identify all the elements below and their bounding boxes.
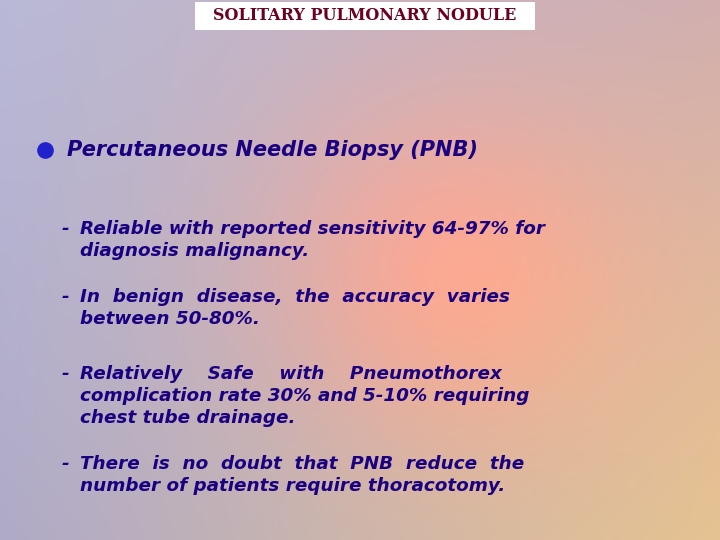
Text: -: - [62, 365, 70, 383]
Text: In  benign  disease,  the  accuracy  varies
between 50-80%.: In benign disease, the accuracy varies b… [80, 288, 510, 328]
Text: Percutaneous Needle Biopsy (PNB): Percutaneous Needle Biopsy (PNB) [67, 140, 478, 160]
Text: SOLITARY PULMONARY NODULE: SOLITARY PULMONARY NODULE [213, 8, 517, 24]
Text: -: - [62, 455, 70, 473]
Text: Reliable with reported sensitivity 64-97% for
diagnosis malignancy.: Reliable with reported sensitivity 64-97… [80, 220, 545, 260]
Text: There  is  no  doubt  that  PNB  reduce  the
number of patients require thoracot: There is no doubt that PNB reduce the nu… [80, 455, 524, 495]
FancyBboxPatch shape [195, 2, 535, 30]
Text: Relatively    Safe    with    Pneumothorex
complication rate 30% and 5-10% requi: Relatively Safe with Pneumothorex compli… [80, 365, 529, 427]
Text: -: - [62, 288, 70, 306]
Text: -: - [62, 220, 70, 238]
